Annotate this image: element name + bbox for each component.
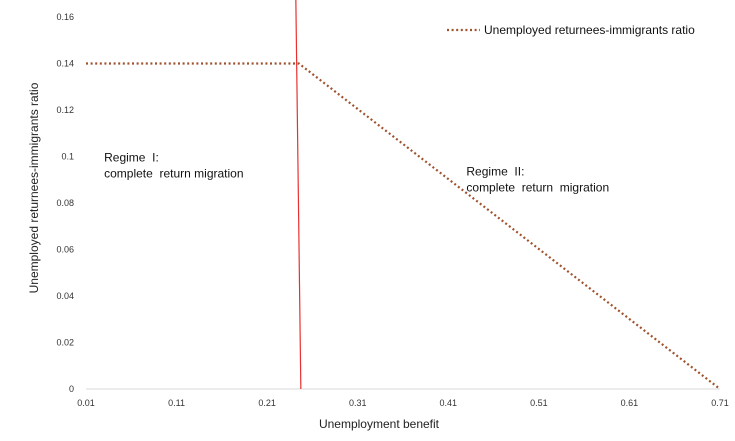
x-tick-label: 0.41 — [440, 398, 458, 408]
x-tick-label: 0.01 — [77, 398, 95, 408]
y-tick-label: 0.02 — [56, 338, 74, 348]
x-tick-label: 0.71 — [711, 398, 729, 408]
x-tick-label: 0.51 — [530, 398, 548, 408]
x-axis-title: Unemployment benefit — [319, 417, 440, 431]
legend-label: Unemployed returnees-immigrants ratio — [484, 23, 695, 37]
x-tick-label: 0.61 — [621, 398, 639, 408]
x-tick-label: 0.11 — [168, 398, 185, 408]
y-axis-title-group: Unemployed returnees-immigrants ratio — [27, 82, 41, 293]
regime-annotation: Regime II: complete return migration — [466, 164, 609, 194]
legend: Unemployed returnees-immigrants ratio — [447, 23, 695, 37]
series-points — [86, 63, 720, 389]
y-tick-label: 0.1 — [61, 152, 74, 162]
y-tick-label: 0.06 — [56, 245, 74, 255]
y-axis-ticks: 0 0.02 0.04 0.06 0.08 0.1 0.12 0.14 0.16 — [56, 12, 74, 394]
regime-annotations: Regime I: complete return migration Regime… — [104, 151, 609, 195]
x-tick-label: 0.31 — [349, 398, 367, 408]
y-tick-label: 0.04 — [56, 291, 74, 301]
y-tick-label: 0.08 — [56, 198, 74, 208]
y-tick-label: 0 — [69, 384, 74, 394]
y-tick-label: 0.14 — [56, 59, 74, 69]
y-tick-label: 0.16 — [56, 12, 74, 22]
regime-boundary-line — [295, 0, 302, 390]
x-axis-ticks: 0.01 0.11 0.21 0.31 0.41 0.51 0.61 0.71 — [77, 398, 729, 408]
y-axis-title: Unemployed returnees-immigrants ratio — [27, 82, 41, 293]
y-tick-label: 0.12 — [56, 105, 74, 115]
x-tick-label: 0.21 — [258, 398, 276, 408]
regime-annotation: Regime I: complete return migration — [104, 151, 243, 181]
series-line — [86, 62, 721, 390]
